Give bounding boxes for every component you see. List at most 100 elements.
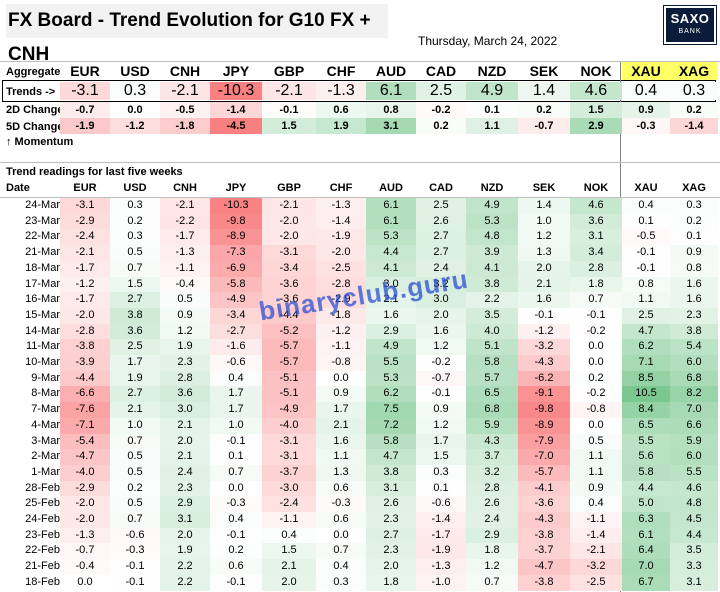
table-cell: -6.6 (60, 386, 110, 403)
change-5d-value-xag: -1.4 (670, 118, 718, 134)
table-cell: -1.4 (316, 213, 366, 230)
change-2d-value-sek: 0.2 (518, 102, 570, 118)
table-cell: -2.4 (262, 496, 316, 513)
table-cell: 0.0 (570, 417, 622, 434)
table-cell: -4.7 (518, 559, 570, 576)
table-cell: 2.6 (416, 213, 466, 230)
table-cell: -5.7 (262, 355, 316, 372)
table-cell: 0.1 (210, 449, 262, 466)
table-cell: -5.7 (262, 339, 316, 356)
table-cell: -4.7 (60, 449, 110, 466)
change-5d-value-chf: 1.9 (316, 118, 366, 134)
trend-value-gbp: -2.1 (262, 82, 316, 100)
table-cell: -4.0 (262, 417, 316, 434)
table-cell: 6.5 (622, 417, 670, 434)
page-title: FX Board - Trend Evolution for G10 FX + … (6, 4, 388, 65)
table-cell: 5.5 (622, 433, 670, 450)
table-cell: -8.9 (518, 417, 570, 434)
table-cell: 6.2 (622, 339, 670, 356)
table-cell: -2.1 (262, 198, 316, 215)
table-cell: -3.9 (60, 355, 110, 372)
table-cell: 2.3 (670, 307, 718, 325)
header-separator (0, 61, 720, 62)
table-cell: 0.6 (210, 559, 262, 576)
row-date: 24-Mar (25, 199, 60, 211)
table-cell: 0.1 (622, 213, 670, 230)
change-5d-value-eur: -1.9 (60, 118, 110, 134)
table-cell: -7.0 (518, 449, 570, 466)
table-cell: 1.2 (416, 417, 466, 434)
table-cell: -2.0 (60, 512, 110, 529)
table-cell: 6.1 (366, 198, 416, 215)
table-cell: 3.6 (160, 386, 210, 403)
row-date: 8-Mar (31, 387, 60, 400)
table-cell: 6.0 (670, 449, 718, 466)
table-cell: 1.3 (316, 464, 366, 482)
table-cell: -2.2 (160, 213, 210, 230)
table-cell: -3.2 (518, 339, 570, 356)
table-cell: 4.8 (466, 229, 518, 246)
table-cell: -1.4 (416, 512, 466, 529)
table-cell: 1.9 (160, 339, 210, 356)
table-cell: -2.1 (160, 198, 210, 215)
table-cell: 3.8 (670, 323, 718, 340)
table-cell: 6.3 (622, 512, 670, 529)
table-cell: 5.8 (466, 355, 518, 372)
change-2d-value-nzd: 0.1 (466, 102, 518, 118)
table-cell: 0.4 (262, 527, 316, 544)
table-cell: 0.2 (210, 543, 262, 560)
table-cell: 0.5 (110, 496, 160, 513)
change-5d-label: 5D Change (6, 121, 64, 133)
table-cell: -0.2 (570, 323, 622, 340)
logo-line2: BANK (678, 28, 702, 35)
table-cell: -3.6 (262, 276, 316, 293)
change-2d-value-xag: 0.2 (670, 102, 718, 118)
table-cell: 0.3 (316, 574, 366, 591)
change-2d-value-jpy: -1.4 (210, 102, 262, 118)
table-cell: -1.2 (60, 276, 110, 293)
table-cell: 5.5 (670, 464, 718, 482)
table-cell: -3.1 (262, 449, 316, 466)
table-cell: -5.7 (518, 464, 570, 482)
table-cell: 2.0 (518, 260, 570, 277)
table-cell: 5.9 (670, 433, 718, 450)
table-cell: 3.8 (366, 464, 416, 482)
table-cell: 2.3 (366, 512, 416, 529)
table-cell: 2.5 (622, 307, 670, 325)
table-cell: -0.4 (160, 276, 210, 293)
table-cell: 3.0 (160, 402, 210, 419)
table-cell: 2.8 (570, 260, 622, 277)
table-cell: 2.3 (160, 480, 210, 497)
table-cell: -4.4 (60, 370, 110, 387)
column-header-cnh: CNH (173, 182, 197, 194)
table-cell: -5.1 (262, 370, 316, 387)
currency-header-eur: EUR (70, 63, 100, 79)
currency-header-jpy: JPY (222, 63, 250, 79)
column-header-eur: EUR (73, 182, 97, 194)
table-cell: 3.0 (416, 292, 466, 309)
table-cell: 2.2 (160, 559, 210, 576)
table-cell: 2.4 (416, 260, 466, 277)
currency-header-gbp: GBP (273, 63, 305, 79)
table-cell: 0.7 (110, 512, 160, 529)
table-cell: -1.3 (60, 527, 110, 544)
table-cell: 5.0 (622, 496, 670, 513)
table-cell: -1.1 (316, 339, 366, 356)
row-date: 23-Mar (25, 214, 60, 227)
table-cell: 0.0 (570, 339, 622, 356)
table-cell: 5.4 (670, 339, 718, 356)
table-cell: 6.4 (622, 543, 670, 560)
table-cell: 2.6 (366, 496, 416, 513)
table-cell: -3.1 (60, 198, 110, 215)
table-cell: 1.2 (466, 559, 518, 576)
table-cell: 0.0 (570, 355, 622, 372)
table-cell: 2.6 (466, 496, 518, 513)
table-cell: -5.8 (210, 276, 262, 293)
table-cell: 3.2 (416, 276, 466, 293)
row-date: 10-Mar (25, 356, 60, 368)
table-cell: 0.6 (316, 480, 366, 497)
table-cell: 1.1 (622, 292, 670, 309)
table-cell: -7.1 (60, 417, 110, 434)
table-cell: 0.9 (160, 307, 210, 325)
table-cell: -1.9 (316, 229, 366, 246)
